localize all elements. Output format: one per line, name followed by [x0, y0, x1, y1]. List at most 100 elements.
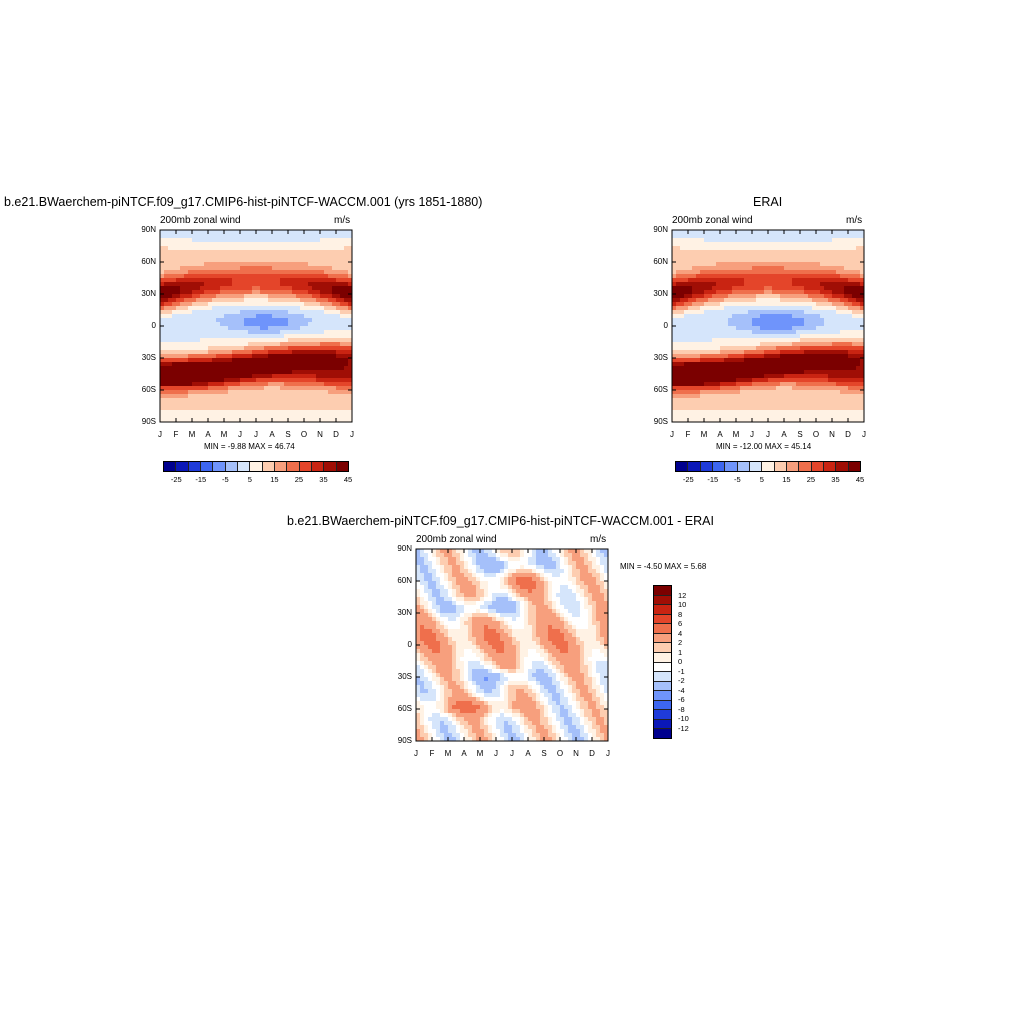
obs-contour-cell [752, 406, 757, 411]
obs-contour-cell [728, 314, 733, 319]
model-contour-cell [240, 338, 245, 343]
model-contour-cell [340, 262, 345, 267]
diff-contour-cell [604, 549, 609, 554]
obs-contour-cell [764, 350, 769, 355]
obs-contour-cell [820, 298, 825, 303]
model-contour-cell [240, 402, 245, 407]
obs-contour-cell [812, 338, 817, 343]
obs-contour-cell [744, 282, 749, 287]
model-contour-cell [188, 250, 193, 255]
model-colorbar-label: 15 [270, 475, 279, 484]
model-contour-cell [312, 234, 317, 239]
model-contour-cell [232, 338, 237, 343]
model-contour-cell [184, 350, 189, 355]
obs-contour-cell [824, 306, 829, 311]
model-contour-cell [188, 398, 193, 403]
obs-contour-cell [712, 386, 717, 391]
obs-month-label: M [732, 430, 740, 439]
model-contour-cell [196, 310, 201, 315]
model-contour-cell [284, 330, 289, 335]
obs-contour-cell [688, 242, 693, 247]
obs-contour-cell [844, 326, 849, 331]
model-contour-cell [324, 306, 329, 311]
model-contour-cell [256, 278, 261, 283]
model-contour-cell [332, 278, 337, 283]
diff-contour-cell [576, 553, 581, 558]
model-contour-cell [348, 346, 353, 351]
model-contour-cell [300, 398, 305, 403]
diff-contour-cell [512, 561, 517, 566]
obs-contour-cell [852, 266, 857, 271]
model-contour-cell [236, 398, 241, 403]
obs-contour-cell [840, 310, 845, 315]
obs-contour-cell [760, 314, 765, 319]
model-contour-cell [348, 302, 353, 307]
model-contour-cell [316, 406, 321, 411]
obs-contour-cell [824, 410, 829, 415]
model-contour-cell [268, 282, 273, 287]
model-contour-cell [332, 394, 337, 399]
obs-contour-cell [816, 330, 821, 335]
model-contour-cell [188, 254, 193, 259]
obs-contour-cell [684, 238, 689, 243]
model-contour-cell [280, 394, 285, 399]
obs-contour-cell [780, 418, 785, 423]
obs-contour-cell [676, 410, 681, 415]
model-contour-cell [264, 274, 269, 279]
model-contour-cell [308, 290, 313, 295]
model-contour-cell [260, 366, 265, 371]
model-contour-cell [240, 234, 245, 239]
model-contour-cell [232, 266, 237, 271]
model-contour-cell [172, 366, 177, 371]
obs-contour-cell [696, 402, 701, 407]
obs-contour-cell [688, 362, 693, 367]
obs-contour-cell [848, 382, 853, 387]
obs-contour-cell [760, 382, 765, 387]
model-contour-cell [260, 382, 265, 387]
model-contour-cell [304, 346, 309, 351]
obs-contour-cell [688, 338, 693, 343]
model-contour-cell [172, 386, 177, 391]
model-contour-cell [164, 378, 169, 383]
obs-contour-cell [752, 330, 757, 335]
model-contour-cell [268, 258, 273, 263]
model-contour-cell [160, 402, 165, 407]
model-contour-cell [212, 238, 217, 243]
obs-contour-cell [764, 414, 769, 419]
model-contour-cell [212, 310, 217, 315]
obs-contour-cell [784, 266, 789, 271]
model-colorbar-swatch [311, 462, 325, 471]
obs-contour-cell [728, 390, 733, 395]
obs-contour-cell [720, 278, 725, 283]
obs-contour-cell [804, 246, 809, 251]
obs-contour-cell [844, 254, 849, 259]
model-contour-cell [336, 238, 341, 243]
model-contour-cell [284, 238, 289, 243]
model-contour-cell [184, 274, 189, 279]
obs-contour-cell [696, 314, 701, 319]
model-contour-cell [208, 366, 213, 371]
obs-contour-cell [844, 370, 849, 375]
model-contour-cell [320, 238, 325, 243]
obs-contour-cell [844, 302, 849, 307]
obs-contour-cell [776, 414, 781, 419]
model-contour-cell [272, 262, 277, 267]
obs-contour-cell [796, 258, 801, 263]
obs-contour-cell [720, 310, 725, 315]
obs-contour-cell [728, 334, 733, 339]
obs-contour-cell [820, 378, 825, 383]
obs-contour-cell [848, 338, 853, 343]
model-contour-cell [332, 242, 337, 247]
obs-contour-cell [796, 262, 801, 267]
model-contour-cell [204, 318, 209, 323]
obs-colorbar-swatch [762, 462, 775, 471]
model-contour-cell [184, 270, 189, 275]
model-contour-cell [240, 274, 245, 279]
obs-contour-cell [836, 298, 841, 303]
model-contour-cell [288, 398, 293, 403]
model-contour-cell [276, 330, 281, 335]
model-contour-cell [316, 290, 321, 295]
obs-contour-cell [832, 262, 837, 267]
obs-contour-cell [748, 390, 753, 395]
obs-month-label: J [766, 430, 770, 439]
